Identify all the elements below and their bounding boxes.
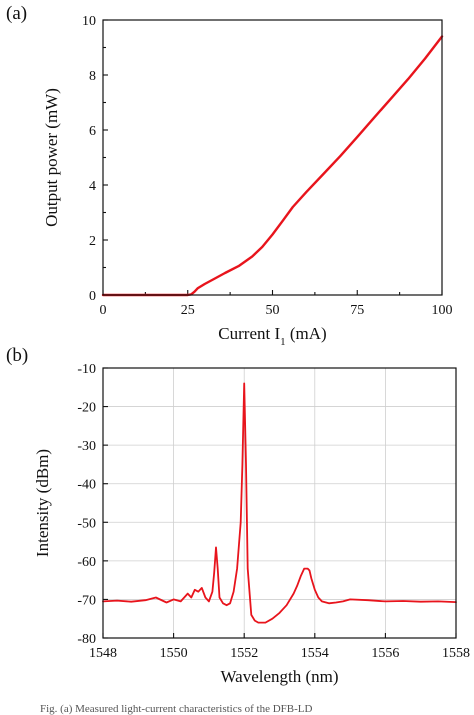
y-tick-label: -10	[77, 362, 96, 377]
y-tick-label: -50	[77, 516, 96, 531]
y-axis-title-b: Intensity (dBm)	[33, 449, 52, 557]
x-tick-label: 1556	[371, 646, 399, 661]
x-axis-ticks-b: 1548 1550 1552 1554 1556 1558	[89, 633, 470, 661]
x-tick-label: 1554	[301, 646, 329, 661]
y-tick-label: 0	[89, 289, 96, 304]
y-tick-label: 6	[89, 124, 96, 139]
x-axis-title-a-unit: (mA)	[286, 324, 327, 343]
panel-b: (b) -10 -20 -30 -40 -50 -60 -70 -80 1548 1550 155…	[6, 345, 470, 686]
panel-label-b: (b)	[6, 345, 28, 366]
series-line-b	[102, 382, 457, 624]
panel-a: (a) 0 2 4 6 8 10 0 25 50 75 100 Current I1 (mA) O…	[6, 3, 453, 348]
y-tick-label: 2	[89, 234, 96, 249]
x-tick-label: 1552	[230, 646, 258, 661]
y-tick-label: -70	[77, 593, 96, 608]
y-tick-label: 8	[89, 69, 96, 84]
y-axis-ticks-a: 0 2 4 6 8 10	[82, 14, 108, 304]
y-tick-label: 10	[82, 14, 96, 29]
panel-label-a: (a)	[6, 3, 27, 24]
x-tick-label: 1548	[89, 646, 117, 661]
series-line-a	[101, 35, 444, 297]
plot-frame-b	[102, 367, 457, 639]
y-axis-title-a: Output power (mW)	[42, 88, 61, 227]
y-tick-label: -20	[77, 401, 96, 416]
y-tick-label: -80	[77, 632, 96, 647]
x-axis-title-a: Current I1 (mA)	[218, 324, 326, 348]
y-tick-label: -40	[77, 478, 96, 493]
x-tick-label: 50	[266, 303, 280, 318]
y-tick-label: 4	[89, 179, 96, 194]
x-axis-title-b: Wavelength (nm)	[220, 667, 338, 686]
y-tick-label: -60	[77, 555, 96, 570]
x-tick-label: 25	[181, 303, 195, 318]
x-tick-label: 100	[432, 303, 453, 318]
x-tick-label: 1550	[160, 646, 188, 661]
x-tick-label: 1558	[442, 646, 470, 661]
x-axis-title-a-sub: 1	[280, 336, 286, 348]
plot-frame-a	[102, 19, 443, 296]
x-axis-title-a-main: Current I	[218, 324, 280, 343]
caption-fragment: Fig. (a) Measured light-current characte…	[40, 703, 313, 715]
x-tick-label: 0	[100, 303, 107, 318]
x-tick-label: 75	[350, 303, 364, 318]
y-tick-label: -30	[77, 439, 96, 454]
